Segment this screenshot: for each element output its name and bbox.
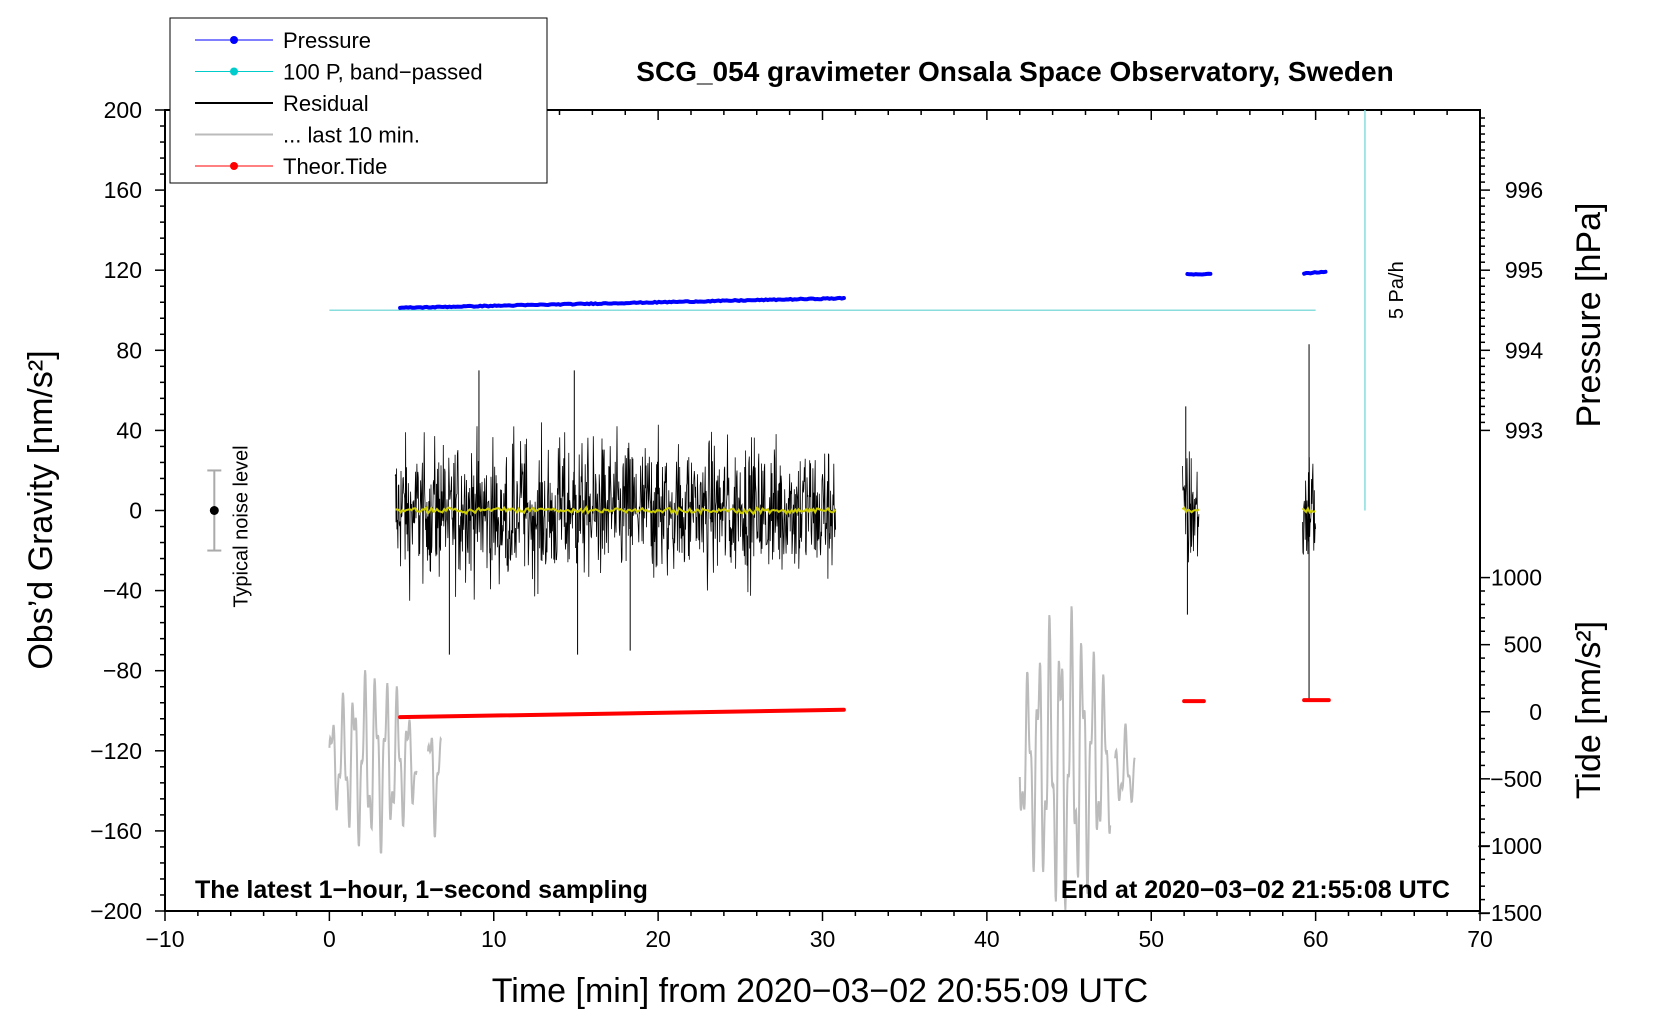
x-tick-label: 20 [645,926,671,952]
y-tick-label: 160 [104,177,142,203]
tide-tick-label: 1000 [1491,565,1542,591]
last-10-min-series [427,735,443,838]
pressure-series [1302,269,1328,276]
residual-series [1182,451,1200,563]
x-tick-label: 0 [323,926,336,952]
legend-box [169,17,548,184]
y-axis-left: 200 160 120 80 40 0 −40 −80 −120 −160 −200 [90,97,165,924]
legend-marker [230,36,238,44]
legend-label: ... last 10 min. [283,123,420,148]
residual-series [394,422,836,601]
y-tick-label: −40 [103,578,142,604]
last-10-min-series [1018,606,1112,910]
pressure-series [398,295,846,310]
residual-mean-layer [395,505,1316,516]
tide-tick-label: −1000 [1477,833,1542,859]
y-tick-label: 80 [116,337,142,363]
pressure-tick-label: 995 [1505,257,1543,283]
legend-label: 100 P, band−passed [283,60,483,85]
tide-axis-title: Tide [nm/s²] [1570,621,1608,799]
noise-marker [209,506,219,515]
tide-tick-label: −500 [1490,766,1542,792]
pressure-tick-label: 993 [1505,417,1543,443]
y-tick-label: −160 [90,818,142,844]
tide-series [398,707,846,720]
last-10-min-layer [328,606,1136,910]
pressure-tick-label: 994 [1505,337,1544,363]
x-tick-label: 10 [481,926,507,952]
tide-tick-label: −1500 [1477,900,1542,926]
residual-mean-series [1181,506,1200,514]
pressure-tick-label: 996 [1505,177,1543,203]
note-sampling: The latest 1−hour, 1−second sampling [195,876,648,904]
residual-mean-series [1301,505,1316,515]
note-end-time: End at 2020−03−02 21:55:08 UTC [1061,876,1450,904]
y-tick-label: 120 [104,257,142,283]
x-tick-label: 40 [974,926,1000,952]
x-tick-label: 60 [1303,926,1329,952]
y-axis-left-title: Obs’d Gravity [nm/s²] [22,350,60,669]
legend-marker [230,162,238,170]
residual-mean-series [395,505,836,516]
pressure-layer [398,269,1328,310]
y-axis-right: 996 995 994 993 1000 500 0 −500 −1000 −1500 [1477,117,1544,926]
x-tick-label: −10 [145,926,184,952]
x-tick-label: 30 [810,926,836,952]
y-tick-label: 40 [116,417,142,443]
tide-layer [398,698,1331,720]
y-tick-label: −200 [90,898,142,924]
x-axis: −10 0 10 20 30 40 50 60 70 [145,110,1493,952]
last-10-min-series [1114,723,1136,804]
legend: Pressure 100 P, band−passed Residual ... la… [169,17,548,184]
y-tick-label: 0 [129,498,142,524]
scale-bar-label: 5 Pa/h [1386,261,1408,319]
scale-bar-layer: 5 Pa/h [1364,110,1408,511]
tide-tick-label: 0 [1529,699,1542,725]
legend-label: Residual [283,91,369,116]
y-tick-label: 200 [104,97,142,123]
residual-layer [394,344,1316,701]
pressure-axis-title: Pressure [hPa] [1570,203,1608,428]
legend-label: Theor.Tide [283,154,387,179]
y-tick-label: −120 [90,738,142,764]
noise-level-label: Typical noise level [230,445,252,607]
last-10-min-series [328,670,418,854]
x-tick-label: 70 [1467,926,1493,952]
legend-label: Pressure [283,28,371,53]
x-axis-title: Time [min] from 2020−03−02 20:55:09 UTC [492,972,1148,1010]
pressure-series [1185,271,1213,277]
noise-level-layer: Typical noise level [207,445,252,608]
x-tick-label: 50 [1138,926,1164,952]
legend-marker [230,67,238,76]
chart-title: SCG_054 gravimeter Onsala Space Observat… [636,56,1393,87]
y-tick-label: −80 [103,658,142,684]
tide-tick-label: 500 [1504,632,1542,658]
